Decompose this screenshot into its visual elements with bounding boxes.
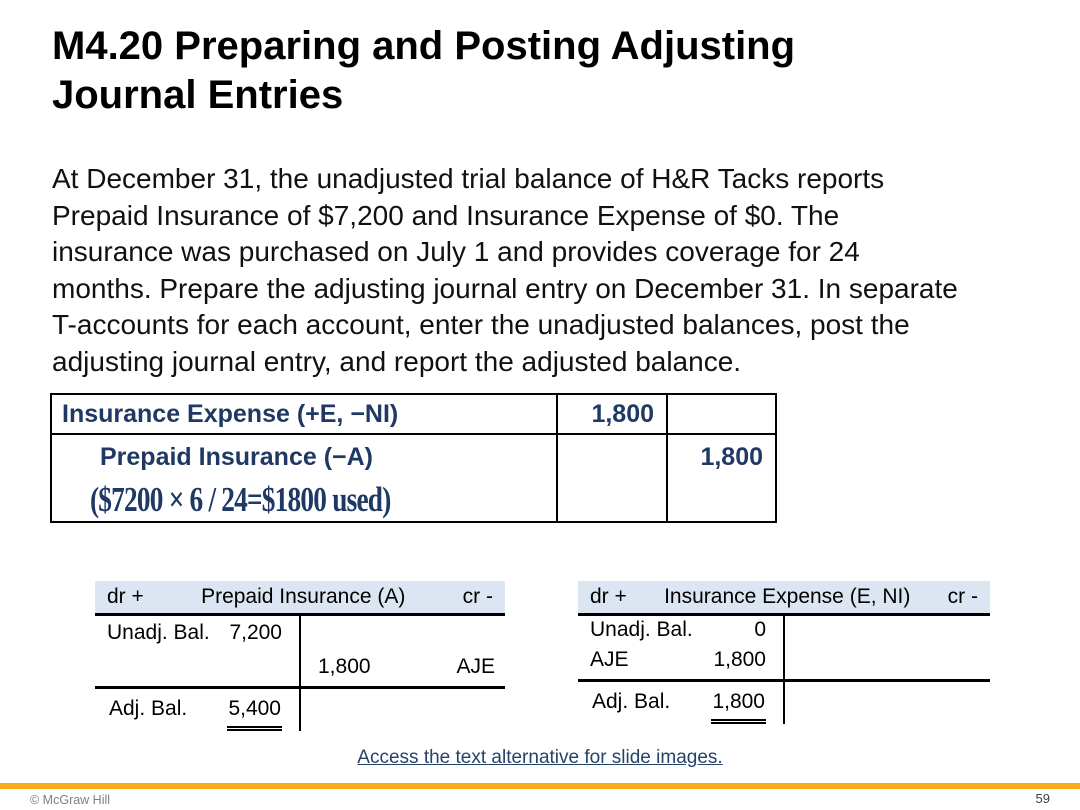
page-title: M4.20 Preparing and Posting Adjusting Jo… (52, 22, 795, 120)
problem-statement-line: adjusting journal entry, and report the … (52, 345, 742, 377)
footer-accent-bar (0, 783, 1080, 789)
debit-side-label: dr + (107, 585, 144, 608)
adjusted-balance-label: Adj. Bal. (109, 696, 188, 720)
journal-row-debit: 1,800 (558, 395, 668, 435)
credit-side-label: cr - (462, 585, 493, 608)
problem-statement: At December 31, the unadjusted trial bal… (52, 161, 958, 380)
journal-row-debit (558, 435, 668, 521)
journal-row-credit (668, 395, 775, 435)
problem-statement-line: At December 31, the unadjusted trial bal… (52, 163, 885, 194)
t-account-row: Adj. Bal. 5,400 (95, 689, 505, 731)
problem-statement-line: months. Prepare the adjusting journal en… (52, 272, 958, 304)
problem-statement-line: T-accounts for each account, enter the u… (52, 309, 910, 340)
t-account-header: dr + Insurance Expense (E, NI) cr - (578, 581, 990, 616)
t-account-row: Adj. Bal. 1,800 (578, 682, 990, 724)
t-account-row: 1,800 AJE (95, 652, 505, 686)
adjusted-balance-amount: 1,800 (711, 690, 766, 724)
t-account-insurance-expense: dr + Insurance Expense (E, NI) cr - Unad… (578, 581, 990, 724)
unadjusted-balance-amount: 0 (754, 618, 766, 641)
text-alternative-link-container: Access the text alternative for slide im… (0, 747, 1080, 769)
t-account-header: dr + Prepaid Insurance (A) cr - (95, 581, 505, 616)
journal-entry-table: Insurance Expense (+E, −NI) 1,800 Prepai… (50, 393, 777, 523)
t-account-title: Insurance Expense (E, NI) (664, 585, 911, 608)
t-account-body: Unadj. Bal. 7,200 1,800 AJE Adj. Bal. 5,… (95, 616, 505, 731)
journal-account-name: Prepaid Insurance (−A) (100, 443, 373, 471)
credit-side-label: cr - (947, 585, 978, 608)
page-number: 59 (1035, 791, 1050, 806)
t-account-row: Unadj. Bal. 7,200 (95, 616, 505, 652)
unadjusted-balance-label: Unadj. Bal. (107, 621, 210, 644)
t-account-row: Unadj. Bal. 0 (578, 616, 990, 646)
text-alternative-link[interactable]: Access the text alternative for slide im… (357, 747, 723, 768)
t-account-divider (298, 616, 302, 731)
t-account-prepaid-insurance: dr + Prepaid Insurance (A) cr - Unadj. B… (95, 581, 505, 731)
journal-calculation-note: ($7200 × 6 / 24=$1800 used) (90, 480, 391, 519)
adjusted-balance-amount: 5,400 (227, 697, 282, 731)
problem-statement-line: insurance was purchased on July 1 and pr… (52, 236, 860, 267)
aje-amount: 1,800 (713, 648, 766, 671)
t-account-divider (782, 616, 786, 724)
t-account-row: AJE 1,800 (578, 646, 990, 679)
unadjusted-balance-label: Unadj. Bal. (590, 618, 693, 641)
aje-label: AJE (590, 648, 629, 671)
journal-row-account: Insurance Expense (+E, −NI) (52, 395, 558, 435)
journal-row-account: Prepaid Insurance (−A) ($7200 × 6 / 24=$… (52, 435, 558, 521)
adjusted-balance-label: Adj. Bal. (592, 689, 671, 713)
t-account-body: Unadj. Bal. 0 AJE 1,800 Adj. Bal. 1,800 (578, 616, 990, 724)
copyright-label: © McGraw Hill (30, 793, 111, 807)
unadjusted-balance-amount: 7,200 (229, 621, 282, 644)
page-title-line-2: Journal Entries (52, 73, 344, 117)
journal-row-credit: 1,800 (700, 443, 763, 471)
aje-amount: 1,800 (318, 655, 371, 678)
problem-statement-line: Prepaid Insurance of $7,200 and Insuranc… (52, 199, 840, 231)
debit-side-label: dr + (590, 585, 627, 608)
t-account-title: Prepaid Insurance (A) (201, 585, 406, 608)
page-title-line-1: M4.20 Preparing and Posting Adjusting (52, 24, 796, 68)
aje-label: AJE (456, 655, 495, 678)
